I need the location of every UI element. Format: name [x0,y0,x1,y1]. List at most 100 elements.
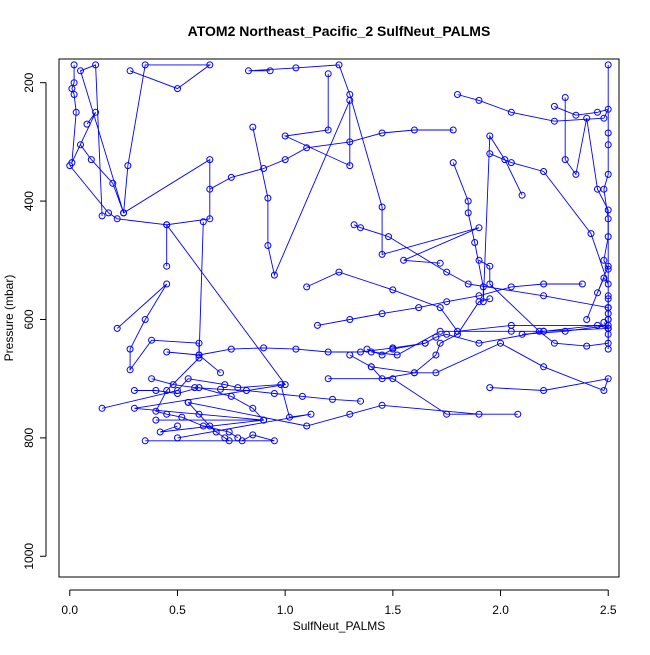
data-point [169,381,177,389]
data-point [583,342,591,350]
data-point [475,339,483,347]
data-point [191,384,199,392]
series-line [188,378,518,427]
data-point [277,381,285,389]
series-line [248,64,480,264]
data-point [124,162,132,170]
data-point [68,85,76,93]
data-point [600,114,608,122]
data-point [260,416,268,424]
data-point [234,384,242,392]
series-27 [148,375,364,405]
x-tick-label: 0.0 [61,603,78,617]
data-point [152,387,160,394]
series-line [353,224,609,314]
data-point [66,162,74,170]
data-point [109,179,117,187]
data-point [604,170,612,178]
data-point [152,416,160,424]
data-point [378,250,386,258]
series-12 [449,132,526,306]
data-point [98,212,106,220]
data-point [454,91,461,98]
data-point [245,67,252,75]
data-point [578,280,586,288]
data-point [540,387,548,394]
y-tick-label: 800 [22,428,36,448]
data-point [148,336,156,344]
data-point [600,256,608,264]
series-line [452,134,523,302]
data-point [113,324,121,332]
data-point [270,437,278,445]
data-point [174,422,181,430]
data-point [264,194,272,202]
data-point [303,144,311,152]
data-point [507,108,515,116]
series-16 [367,339,612,394]
data-point [561,94,569,101]
data-point [92,108,100,116]
x-axis-label: SulfNeut_PALMS [293,619,386,633]
data-point [561,156,569,164]
data-point [497,339,504,347]
data-point [604,295,612,303]
data-point [604,61,612,69]
series-23 [350,221,612,318]
series-25 [454,91,612,125]
data-point [436,304,444,312]
y-tick-label: 600 [22,309,36,329]
data-point [410,126,418,134]
data-point [486,150,494,158]
series-5 [249,70,354,279]
data-point [324,70,332,78]
y-axis: 200 400 600 800 1000 [22,72,47,570]
data-point [77,67,84,75]
data-point [130,404,138,412]
data-point [583,316,591,323]
data-point [454,327,461,335]
data-point [604,215,612,223]
data-point [113,215,121,223]
data-point [227,345,235,353]
data-point [540,280,548,288]
series-28 [163,339,429,359]
chart-title: ATOM2 Northeast_Pacific_2 SulfNeut_PALMS [188,23,491,39]
series-line [252,73,351,277]
data-point [242,387,250,394]
data-point [449,126,457,134]
data-point [604,141,612,149]
data-point [249,123,257,131]
data-point [141,316,149,323]
data-point [126,366,134,374]
y-tick-label: 400 [22,191,36,211]
data-point [600,185,608,193]
data-point [436,259,444,267]
data-point [227,173,235,181]
data-point [335,268,343,276]
data-point [148,375,156,383]
x-tick-label: 2.0 [492,603,509,617]
data-point [604,206,612,214]
data-point [393,351,401,359]
series-6 [245,61,483,267]
series-line [306,271,609,335]
data-point [199,422,207,430]
x-axis: 0.0 0.5 1.0 1.5 2.0 2.5 [61,589,617,617]
x-tick-label: 1.5 [385,603,402,617]
data-point [163,280,171,288]
data-point [357,397,364,405]
data-point [432,351,440,359]
data-point [346,138,354,146]
data-point [471,239,479,246]
data-point [314,321,321,329]
data-point [225,428,233,436]
data-point [141,437,149,445]
data-point [70,61,78,69]
series-1 [68,61,100,167]
data-point [378,351,386,359]
data-point [378,129,386,137]
data-point [70,91,78,98]
data-point [324,375,332,383]
